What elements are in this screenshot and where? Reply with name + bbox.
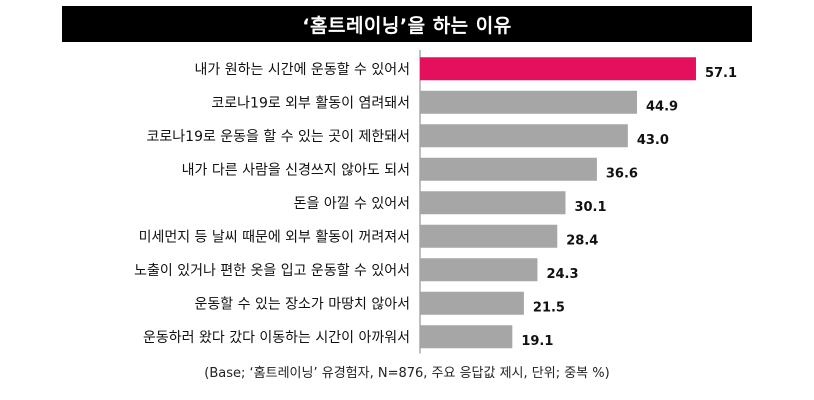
value-label-8: 19.1 (521, 334, 553, 349)
bar-1 (420, 90, 638, 114)
bar-2 (420, 124, 628, 148)
value-label-2: 43.0 (637, 133, 669, 148)
bar-7 (420, 291, 524, 315)
value-label-6: 24.3 (546, 267, 578, 282)
bar-8 (420, 325, 513, 349)
category-label-3: 내가 다른 사람을 신경쓰지 않아도 되서 (182, 162, 410, 178)
category-label-4: 돈을 아낄 수 있어서 (294, 196, 410, 212)
bar-chart: 내가 원하는 시간에 운동할 수 있어서 57.1 코로나19로 외부 활동이 염려… (134, 50, 737, 354)
category-label-5: 미세먼지 등 날씨 때문에 외부 활동이 꺼려져서 (139, 229, 410, 245)
value-label-4: 30.1 (574, 200, 606, 215)
footnote: (Base; ‘홈트레이닝’ 유경험자, N=876, 주요 응답값 제시, 단… (204, 366, 610, 381)
value-label-3: 36.6 (606, 166, 638, 181)
bar-0 (420, 57, 696, 81)
value-label-0: 57.1 (705, 66, 737, 81)
category-label-6: 노출이 있거나 편한 옷을 입고 운동할 수 있어서 (134, 263, 410, 279)
bar-3 (420, 157, 597, 181)
bar-6 (420, 258, 538, 282)
value-label-5: 28.4 (566, 233, 598, 248)
category-label-2: 코로나19로 운동을 할 수 있는 곳이 제한돼서 (147, 129, 410, 145)
value-label-7: 21.5 (533, 300, 565, 315)
bar-4 (420, 191, 566, 215)
bar-5 (420, 224, 558, 248)
category-label-1: 코로나19로 외부 활동이 염려돼서 (211, 95, 410, 111)
category-label-7: 운동할 수 있는 장소가 마땅치 않아서 (195, 296, 410, 312)
category-label-0: 내가 원하는 시간에 운동할 수 있어서 (195, 62, 410, 78)
category-label-8: 운동하러 왔다 갔다 이동하는 시간이 아까워서 (143, 330, 410, 346)
value-label-1: 44.9 (646, 99, 678, 114)
chart-title: ‘홈트레이닝’을 하는 이유 (62, 6, 752, 42)
